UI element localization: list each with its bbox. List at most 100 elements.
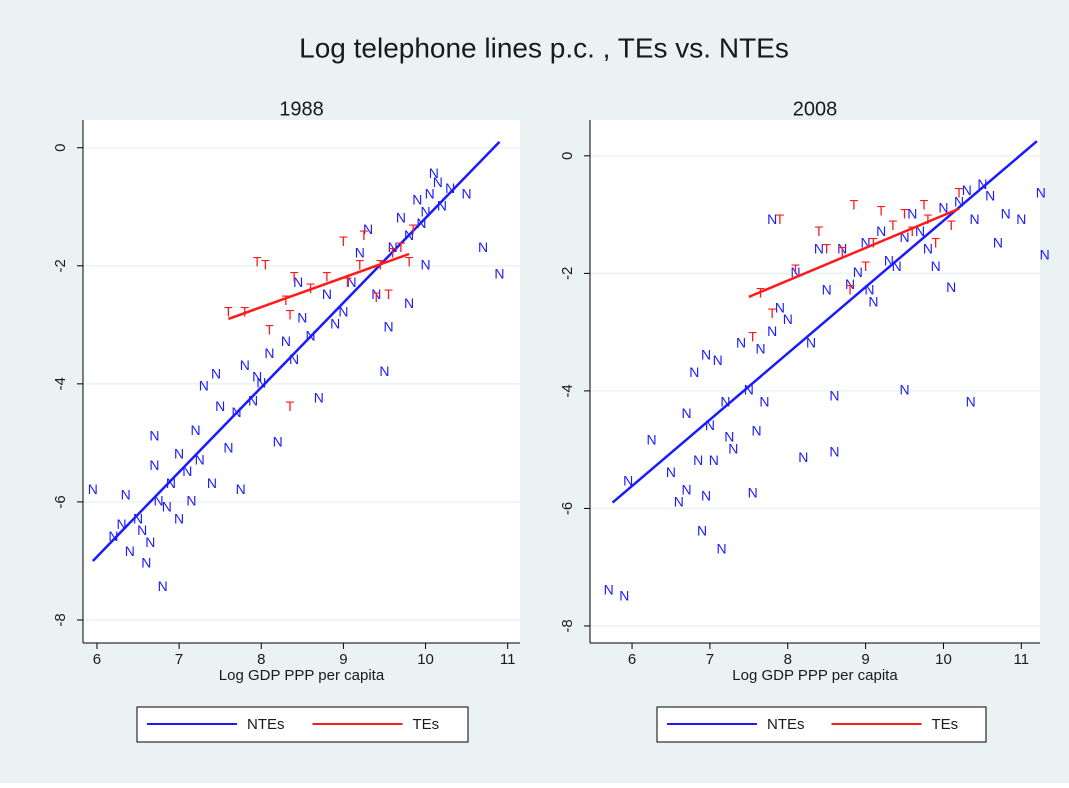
point: N xyxy=(845,276,855,292)
point: N xyxy=(829,387,839,403)
point: N xyxy=(207,475,217,491)
point: N xyxy=(371,286,381,302)
point: N xyxy=(437,197,447,213)
point: T xyxy=(931,235,940,251)
point: N xyxy=(697,523,707,539)
point: N xyxy=(199,378,209,394)
point: N xyxy=(338,304,348,320)
point: N xyxy=(182,463,192,479)
x-tick-label: 11 xyxy=(500,651,516,668)
point: T xyxy=(861,258,870,274)
point: N xyxy=(724,429,734,445)
point: N xyxy=(709,452,719,468)
point: N xyxy=(646,432,656,448)
point: N xyxy=(211,366,221,382)
point: N xyxy=(379,363,389,379)
point: T xyxy=(397,239,406,255)
point: N xyxy=(693,452,703,468)
fit-line xyxy=(91,140,501,562)
point: N xyxy=(689,364,699,380)
point: T xyxy=(356,257,365,273)
point: N xyxy=(223,439,233,455)
point: N xyxy=(899,382,909,398)
point: N xyxy=(666,464,676,480)
point: N xyxy=(701,487,711,503)
point: N xyxy=(330,316,340,332)
point: N xyxy=(755,340,765,356)
point: N xyxy=(623,473,633,489)
fit-line xyxy=(611,140,1038,504)
point: N xyxy=(736,335,746,351)
x-tick-label: 7 xyxy=(706,651,714,668)
point: N xyxy=(1001,205,1011,221)
point: N xyxy=(954,194,964,210)
point: N xyxy=(767,323,777,339)
point: T xyxy=(384,286,393,302)
point: N xyxy=(125,543,135,559)
point: N xyxy=(293,274,303,290)
legend-label: NTEs xyxy=(247,716,285,733)
point: N xyxy=(720,393,730,409)
point: N xyxy=(314,389,324,405)
point: N xyxy=(790,264,800,280)
point: T xyxy=(920,196,929,212)
point: T xyxy=(877,202,886,218)
point: N xyxy=(137,522,147,538)
point: T xyxy=(323,268,332,284)
point: N xyxy=(681,482,691,498)
y-tick-label: -2 xyxy=(559,267,576,280)
point: N xyxy=(248,392,258,408)
point: N xyxy=(977,176,987,192)
legend-label: TEs xyxy=(413,716,440,733)
point: N xyxy=(425,186,435,202)
point: N xyxy=(713,352,723,368)
point: N xyxy=(748,484,758,500)
point: N xyxy=(701,346,711,362)
y-tick-label: 0 xyxy=(559,152,576,160)
point: N xyxy=(289,351,299,367)
point: N xyxy=(412,192,422,208)
point: N xyxy=(195,451,205,467)
point: N xyxy=(681,405,691,421)
y-tick-label: -8 xyxy=(52,613,69,626)
point: N xyxy=(884,252,894,268)
point: N xyxy=(705,417,715,433)
panel-title: 2008 xyxy=(793,98,838,120)
fit-line xyxy=(748,207,960,299)
point: T xyxy=(286,398,295,414)
x-tick-label: 8 xyxy=(784,651,792,668)
point: N xyxy=(404,295,414,311)
point: N xyxy=(117,516,127,532)
point: N xyxy=(240,357,250,373)
point: N xyxy=(236,481,246,497)
x-tick-label: 11 xyxy=(1014,651,1030,668)
point: N xyxy=(806,335,816,351)
point: N xyxy=(494,265,504,281)
point: T xyxy=(815,223,824,239)
point: N xyxy=(281,333,291,349)
point: T xyxy=(282,292,291,308)
y-tick-label: -6 xyxy=(559,502,576,515)
fit-line xyxy=(227,252,410,321)
point: N xyxy=(264,345,274,361)
point: N xyxy=(256,375,266,391)
point: N xyxy=(433,174,443,190)
x-tick-label: 9 xyxy=(861,651,869,668)
point: N xyxy=(445,180,455,196)
x-tick-label: 10 xyxy=(935,651,952,668)
point: N xyxy=(876,223,886,239)
point: T xyxy=(224,304,233,320)
point: N xyxy=(149,428,159,444)
point: N xyxy=(970,211,980,227)
point: T xyxy=(343,274,352,290)
x-tick-label: 6 xyxy=(628,651,636,668)
point: N xyxy=(864,282,874,298)
point: N xyxy=(141,555,151,571)
point: N xyxy=(861,235,871,251)
point: N xyxy=(783,311,793,327)
point: N xyxy=(478,239,488,255)
point: N xyxy=(798,449,808,465)
x-axis-label: Log GDP PPP per capita xyxy=(219,667,385,684)
point: N xyxy=(829,443,839,459)
point: T xyxy=(846,282,855,298)
